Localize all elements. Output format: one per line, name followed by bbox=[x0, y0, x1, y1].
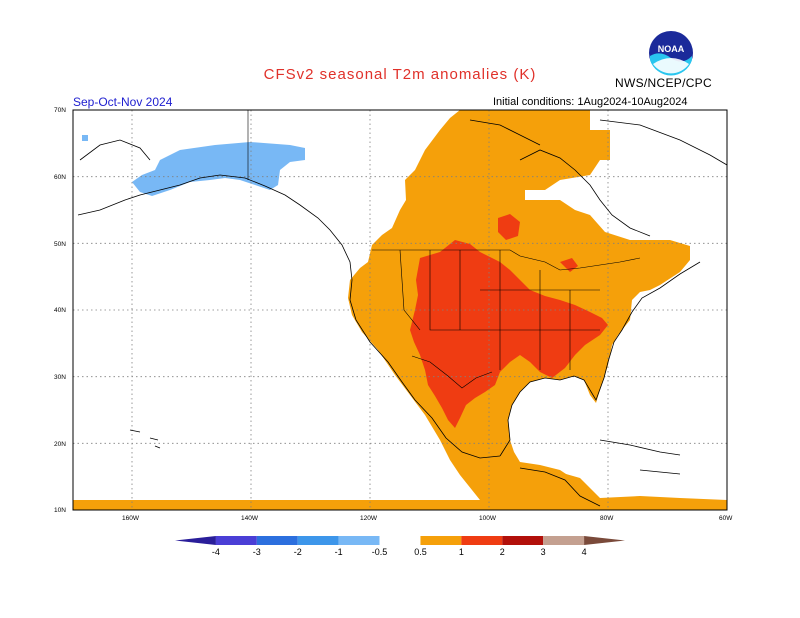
colorbar-tick-label: 2 bbox=[500, 547, 505, 557]
colorbar-swatch bbox=[461, 536, 503, 545]
colorbar-tick-label: -3 bbox=[253, 547, 261, 557]
colorbar-tick-label: -0.5 bbox=[372, 547, 388, 557]
initial-conditions-label: Initial conditions: 1Aug2024-10Aug2024 bbox=[493, 96, 688, 108]
svg-text:NOAA: NOAA bbox=[658, 44, 685, 54]
colorbar-tick-label: 1 bbox=[459, 547, 464, 557]
colorbar-tick-label: 4 bbox=[582, 547, 587, 557]
map-title: CFSv2 seasonal T2m anomalies (K) bbox=[263, 66, 537, 83]
lon-tick-label: 100W bbox=[479, 515, 497, 522]
colorbar-swatch bbox=[420, 536, 462, 545]
lat-tick-label: 20N bbox=[54, 441, 66, 448]
anomaly-region-red bbox=[410, 240, 608, 428]
lon-tick-label: 60W bbox=[719, 515, 733, 522]
lat-tick-label: 10N bbox=[54, 507, 66, 514]
colorbar-tick-label: -2 bbox=[294, 547, 302, 557]
political-borders bbox=[247, 110, 641, 389]
noaa-logo-icon: NOAA bbox=[649, 31, 693, 76]
colorbar-swatch bbox=[215, 536, 257, 545]
lon-tick-label: 140W bbox=[241, 515, 259, 522]
colorbar: -4 -3 -2 -1 -0.5 0.5 1 2 3 4 bbox=[175, 536, 625, 557]
colorbar-tick-label: 3 bbox=[541, 547, 546, 557]
season-label: Sep-Oct-Nov 2024 bbox=[73, 95, 173, 109]
latitude-axis: 70N 60N 50N 40N 30N 20N 10N bbox=[54, 107, 66, 514]
lat-tick-label: 50N bbox=[54, 241, 66, 248]
anomaly-region-lightblue-island bbox=[82, 135, 88, 141]
map-frame bbox=[72, 109, 728, 511]
lon-tick-label: 160W bbox=[122, 515, 140, 522]
colorbar-swatch bbox=[543, 536, 585, 545]
lon-tick-label: 80W bbox=[600, 515, 614, 522]
colorbar-tick-label: 0.5 bbox=[414, 547, 427, 557]
colorbar-arrow-low bbox=[175, 536, 216, 545]
lat-tick-label: 40N bbox=[54, 307, 66, 314]
colorbar-tick-label: -1 bbox=[335, 547, 343, 557]
lon-tick-label: 120W bbox=[360, 515, 378, 522]
anomaly-region-lightblue bbox=[132, 142, 305, 196]
anomaly-region-orange bbox=[73, 110, 690, 510]
colorbar-swatch bbox=[338, 536, 380, 545]
lat-tick-label: 70N bbox=[54, 107, 66, 114]
lat-tick-label: 60N bbox=[54, 174, 66, 181]
colorbar-tick-label: -4 bbox=[212, 547, 220, 557]
longitude-axis: 160W 140W 120W 100W 80W 60W bbox=[122, 515, 733, 522]
colorbar-swatch bbox=[379, 536, 421, 545]
colorbar-arrow-high bbox=[584, 536, 625, 545]
agency-label: NWS/NCEP/CPC bbox=[615, 76, 712, 90]
colorbar-swatch bbox=[297, 536, 339, 545]
coastlines bbox=[77, 119, 727, 507]
colorbar-swatch bbox=[256, 536, 298, 545]
lat-tick-label: 30N bbox=[54, 374, 66, 381]
colorbar-swatch bbox=[502, 536, 544, 545]
anomaly-region-orange-south bbox=[480, 468, 727, 510]
anomaly-region-red-north bbox=[498, 214, 520, 240]
